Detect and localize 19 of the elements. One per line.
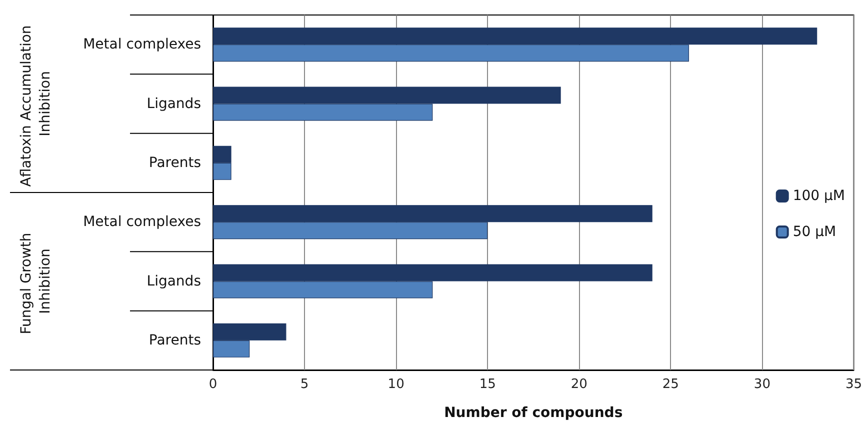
x-tick-label: 25 xyxy=(662,377,679,392)
y-tick-label: Metal complexes xyxy=(83,36,201,53)
y-tick-label: Parents xyxy=(148,332,201,348)
text: Aflatoxin Accumulation Inhibition xyxy=(18,20,54,187)
x-axis-title: Number of compounds xyxy=(444,405,623,421)
text: Fungal Growth Inhibition xyxy=(18,228,54,334)
x-tick-label: 5 xyxy=(300,377,309,392)
y-tick-label: Parents xyxy=(148,154,201,171)
y-tick-label: Metal complexes xyxy=(83,214,201,230)
x-tick-label: 0 xyxy=(208,377,218,392)
y-tick-label: Ligands xyxy=(146,96,201,112)
x-tick-label: 10 xyxy=(388,377,404,392)
x-tick-label: 35 xyxy=(845,377,862,392)
legend-label: 100 µM xyxy=(792,188,846,204)
x-tick-label: 30 xyxy=(754,377,770,392)
legend-label: 50 µM xyxy=(792,224,836,240)
x-tick-label: 15 xyxy=(479,377,496,392)
x-tick-label: 20 xyxy=(570,377,588,392)
y-tick-label: Ligands xyxy=(146,273,201,290)
